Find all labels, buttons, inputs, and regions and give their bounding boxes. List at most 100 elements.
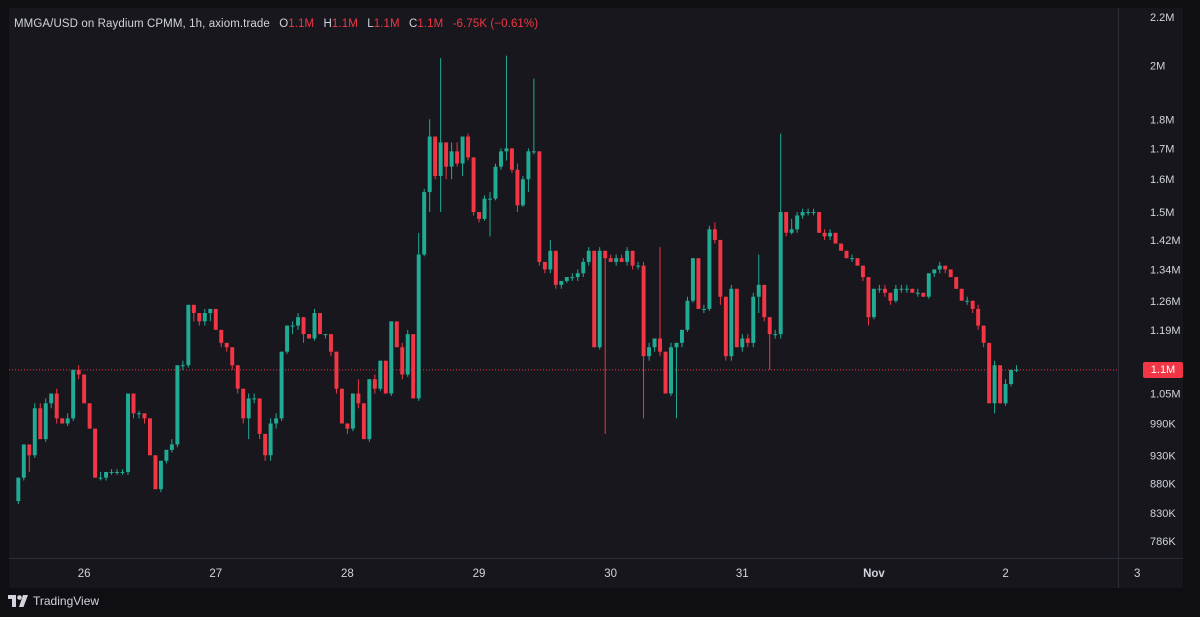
- candle-body: [60, 418, 65, 424]
- candle-body: [789, 229, 794, 233]
- candle-body: [438, 142, 443, 177]
- change-value: -6.75K (−0.61%): [452, 18, 539, 30]
- candle-body: [153, 455, 158, 490]
- candle-body: [257, 398, 262, 434]
- candle-body: [98, 477, 103, 479]
- candle-body: [142, 413, 147, 419]
- candle-body: [219, 329, 224, 343]
- candle-body: [888, 292, 893, 301]
- candle-body: [718, 239, 723, 297]
- candle-body: [734, 288, 739, 348]
- candle-body: [180, 365, 185, 367]
- candle-body: [405, 334, 410, 375]
- candle-body: [844, 250, 849, 259]
- candle-body: [866, 277, 871, 318]
- candle-body: [948, 269, 953, 278]
- candle-body: [860, 265, 865, 278]
- candle-body: [784, 212, 789, 233]
- candle-body: [104, 471, 109, 478]
- candle-body: [679, 329, 684, 343]
- candle-body: [504, 148, 509, 152]
- candle-body: [603, 250, 608, 259]
- candle-body: [614, 258, 619, 262]
- close-key: C: [408, 18, 418, 30]
- candle-body: [323, 334, 328, 336]
- candle-body: [449, 151, 454, 167]
- low-value: 1.1M: [373, 18, 400, 30]
- candle-body: [800, 212, 805, 216]
- candle-body: [235, 365, 240, 389]
- candle-body: [696, 258, 701, 309]
- candle-body: [224, 342, 229, 348]
- candle-body: [241, 388, 246, 419]
- candle-body: [416, 254, 421, 399]
- candle-body: [509, 148, 514, 170]
- candle-body: [690, 258, 695, 301]
- candle-body: [548, 250, 553, 270]
- candle-body: [296, 317, 301, 326]
- candle-body: [839, 243, 843, 251]
- candle-body: [422, 192, 427, 255]
- candle-body: [76, 369, 81, 375]
- candle-body: [520, 179, 525, 206]
- time-axis-tick-label: 3: [1134, 568, 1140, 580]
- candle-body: [740, 338, 745, 348]
- time-axis-tick-label: 30: [604, 568, 617, 580]
- candle-body: [197, 313, 202, 322]
- candle-body: [663, 351, 668, 394]
- candle-body: [564, 277, 569, 281]
- time-axis-tick-label: Nov: [863, 568, 885, 580]
- tradingview-branding[interactable]: TradingView: [8, 592, 99, 610]
- high-key: H: [323, 18, 332, 30]
- candle-body: [817, 212, 822, 233]
- open-key: O: [279, 18, 289, 30]
- candle-body: [559, 280, 564, 285]
- candle-body: [767, 317, 772, 335]
- price-axis-tick-label: 1.26M: [1150, 296, 1181, 308]
- candle-body: [811, 212, 816, 214]
- low-key: L: [367, 18, 374, 30]
- candle-body: [109, 471, 114, 473]
- candle-body: [932, 269, 937, 274]
- candle-body: [285, 325, 290, 352]
- time-axis-tick-label: 2: [1002, 568, 1008, 580]
- candle-body: [723, 296, 728, 357]
- price-axis-tick-label: 1.05M: [1150, 389, 1181, 401]
- candle-body: [120, 471, 125, 473]
- candle-body: [641, 265, 646, 357]
- candle-body: [191, 304, 196, 314]
- candle-body: [526, 151, 531, 180]
- candle-body: [115, 471, 120, 473]
- candle-body: [954, 277, 959, 289]
- candle-body: [1014, 369, 1019, 371]
- candle-body: [537, 151, 542, 262]
- tradingview-label: TradingView: [33, 594, 100, 608]
- candle-body: [131, 393, 136, 414]
- candle-body: [202, 313, 207, 322]
- candle-body: [833, 232, 838, 244]
- candle-body: [71, 369, 76, 419]
- candle-body: [652, 338, 657, 348]
- candle-body: [274, 418, 279, 424]
- candle-body: [400, 347, 405, 375]
- candle-body: [926, 273, 931, 297]
- candle-body: [444, 142, 449, 167]
- candle-body: [910, 288, 915, 293]
- candle-body: [334, 351, 339, 389]
- price-axis-tick-label: 1.6M: [1150, 174, 1174, 186]
- candle-body: [43, 403, 48, 440]
- candle-body: [268, 423, 273, 456]
- candle-body: [21, 444, 26, 478]
- candle-body: [581, 261, 586, 274]
- open-value: 1.1M: [288, 18, 315, 30]
- candle-body: [877, 288, 882, 290]
- candle-body: [707, 229, 712, 309]
- candle-body: [937, 265, 942, 270]
- candle-body: [383, 360, 388, 394]
- candle-body: [372, 379, 377, 389]
- price-axis-tick-label: 786K: [1150, 536, 1176, 548]
- candle-body: [389, 321, 394, 394]
- candle-body: [669, 347, 673, 394]
- candle-body: [882, 288, 887, 293]
